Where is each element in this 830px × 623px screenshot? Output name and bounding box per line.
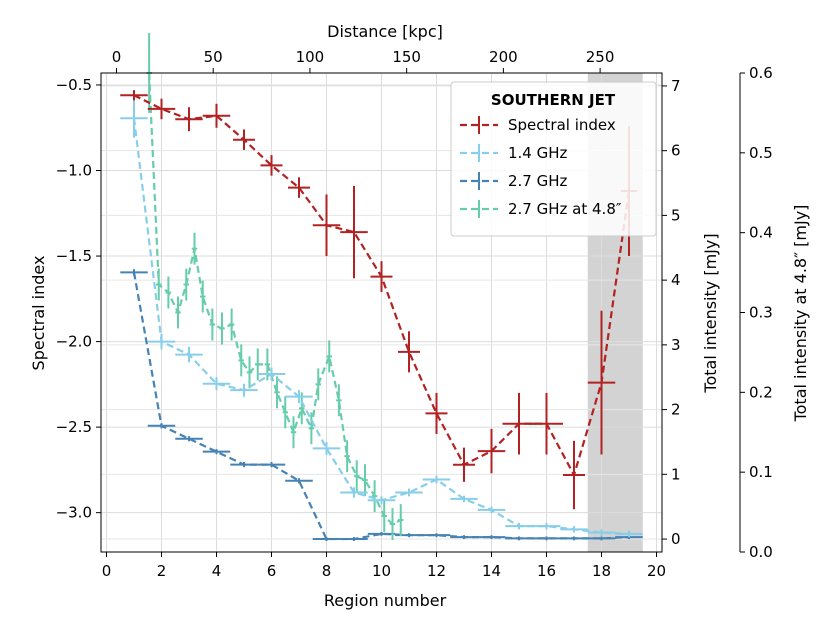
x2-tick-label: 250	[586, 48, 615, 66]
y3-tick-label: 0.6	[749, 64, 773, 82]
x-tick-label: 0	[102, 562, 112, 580]
y2-tick-label: 3	[671, 336, 681, 354]
series-line	[148, 72, 402, 526]
y2-tick-label: 4	[671, 271, 681, 289]
series-layer	[120, 33, 643, 541]
ticks-layer: 0 2 4 6 8 10 12 14 16 18 200 50 100 150 200 250−3.0−2.5…	[56, 48, 773, 580]
series-1-4-ghz	[120, 98, 643, 538]
y2-tick-label: 5	[671, 206, 681, 224]
x-tick-label: 16	[537, 562, 556, 580]
series-2-7-ghz	[120, 269, 643, 541]
y-tick-label: −2.5	[56, 418, 92, 436]
x2-axis-title: Distance [kpc]	[327, 22, 443, 41]
y2-tick-label: 6	[671, 142, 681, 160]
legend-title: SOUTHERN JET	[491, 91, 616, 109]
legend-entry-1-4-ghz: 1.4 GHz	[508, 144, 568, 162]
y3-tick-label: 0.3	[749, 304, 773, 322]
y-axis-title: Spectral index	[29, 256, 48, 371]
x2-tick-label: 100	[296, 48, 325, 66]
y2-tick-label: 2	[671, 401, 681, 419]
x-tick-label: 20	[647, 562, 666, 580]
y-tick-label: −1.5	[56, 247, 92, 265]
y-tick-label: −1.0	[56, 162, 92, 180]
x-tick-label: 2	[157, 562, 167, 580]
x2-tick-label: 50	[204, 48, 223, 66]
x-tick-label: 14	[482, 562, 501, 580]
y3-axis-title: Total intensity at 4.8″ [mJy]	[791, 205, 810, 423]
y3-tick-label: 0.2	[749, 383, 773, 401]
y2-tick-label: 1	[671, 465, 681, 483]
y-tick-label: −0.5	[56, 76, 92, 94]
legend-entry-2-7-ghz: 2.7 GHz	[508, 172, 568, 190]
x-tick-label: 8	[322, 562, 332, 580]
series-2-7-ghz-at-4-8-	[146, 33, 404, 541]
x2-tick-label: 150	[392, 48, 421, 66]
x2-tick-label: 200	[489, 48, 518, 66]
y3-tick-label: 0.1	[749, 463, 773, 481]
x-tick-label: 18	[592, 562, 611, 580]
y-tick-label: −3.0	[56, 504, 92, 522]
legend-entry-spectral-index: Spectral index	[508, 116, 616, 134]
y3-tick-label: 0.4	[749, 224, 773, 242]
x-tick-label: 12	[427, 562, 446, 580]
x-tick-label: 10	[372, 562, 391, 580]
y3-tick-label: 0.0	[749, 543, 773, 561]
y-tick-label: −2.0	[56, 333, 92, 351]
x2-tick-label: 0	[112, 48, 122, 66]
y2-tick-label: 7	[671, 77, 681, 95]
x-tick-label: 4	[212, 562, 222, 580]
y2-axis-title: Total intensity [mJy]	[701, 233, 720, 393]
legend: SOUTHERN JET Spectral index 1.4 GHz 2.7 …	[450, 81, 657, 237]
y2-tick-label: 0	[671, 530, 681, 548]
legend-swatches	[460, 116, 498, 218]
legend-entry-2-7-ghz-at-4-8: 2.7 GHz at 4.8″	[508, 200, 622, 218]
x-axis-title: Region number	[324, 591, 447, 610]
x-tick-label: 6	[267, 562, 277, 580]
legend-frame	[450, 81, 657, 237]
y3-tick-label: 0.5	[749, 144, 773, 162]
